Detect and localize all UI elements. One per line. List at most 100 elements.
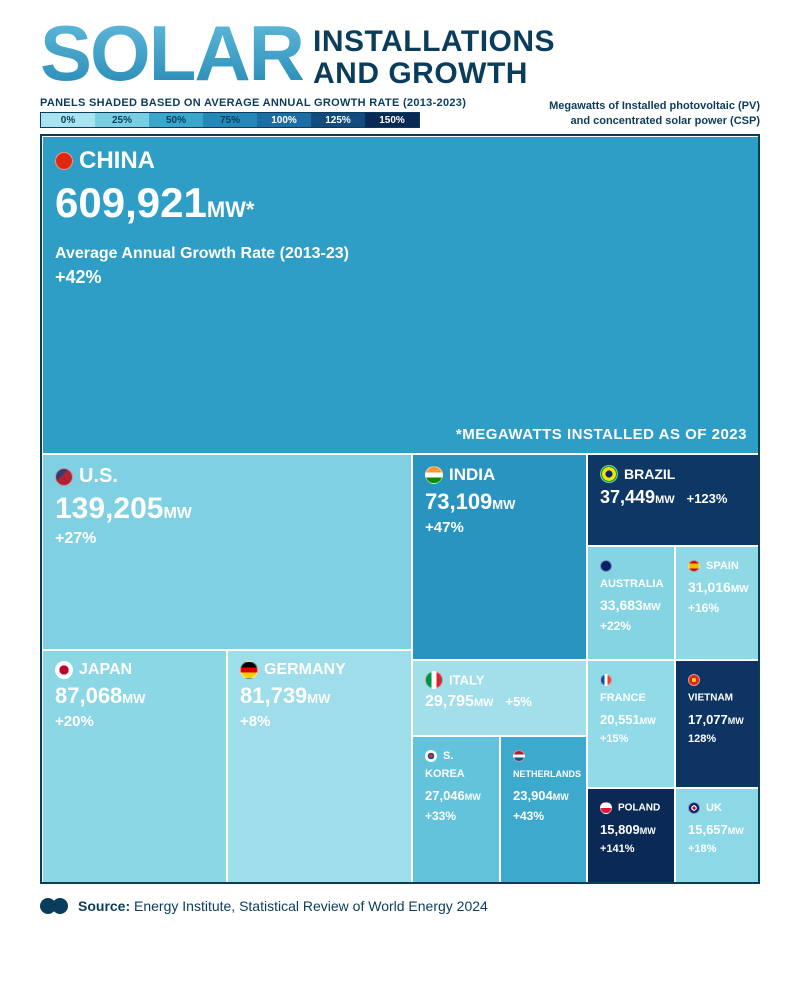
- panel-name-row: AUSTRALIA: [600, 557, 662, 593]
- panel-unit: MW: [474, 697, 494, 709]
- legend-seg-4: 100%: [257, 113, 311, 127]
- legend-seg-5: 125%: [311, 113, 365, 127]
- france-flag-icon: [600, 674, 612, 686]
- legend-seg-1: 25%: [95, 113, 149, 127]
- title-main: SOLAR: [40, 20, 303, 86]
- panel-value-row: 15,809MW: [600, 821, 662, 839]
- poland-flag-icon: [600, 802, 612, 814]
- germany-flag-icon: [240, 661, 258, 679]
- panel-name: AUSTRALIA: [600, 578, 664, 590]
- panel-growth-label: Average Annual Growth Rate (2013-23): [55, 245, 749, 263]
- panel-india: INDIA73,109MW+47%: [412, 454, 587, 660]
- panel-growth: +15%: [600, 733, 662, 745]
- panel-unit: MW: [728, 826, 744, 836]
- legend-bar: 0%25%50%75%100%125%150%: [40, 112, 420, 128]
- panel-value: 81,739: [240, 683, 307, 708]
- panel-value-row: 27,046MW: [425, 787, 487, 805]
- skorea-flag-icon: [425, 750, 437, 762]
- panel-germany: GERMANY 81,739MW +8%: [227, 650, 412, 884]
- treemap: CHINA 609,921MW* Average Annual Growth Rat…: [40, 134, 760, 884]
- vietnam-flag-icon: [688, 674, 700, 686]
- legend-label: PANELS SHADED BASED ON AVERAGE ANNUAL GR…: [40, 97, 466, 109]
- panel-name-row: S. KOREA: [425, 747, 487, 783]
- panel-value: 33,683: [600, 597, 643, 613]
- panel-value: 29,795: [425, 693, 474, 710]
- panel-us: U.S. 139,205MW +27%: [42, 454, 412, 650]
- panel-spain: SPAIN 31,016MW +16%: [675, 546, 760, 660]
- panel-unit: MW: [122, 691, 145, 706]
- legend-right-line2: and concentrated solar power (CSP): [549, 114, 760, 128]
- panel-name-row: BRAZIL: [600, 465, 749, 483]
- panel-value: 87,068: [55, 683, 122, 708]
- panel-value: 609,921: [55, 179, 207, 226]
- panel-unit: MW*: [207, 197, 255, 222]
- panel-name-row: JAPAN: [55, 661, 214, 679]
- panel-name: CHINA: [79, 147, 155, 174]
- panel-growth: +8%: [240, 713, 399, 730]
- legend-right: Megawatts of Installed photovoltaic (PV)…: [549, 99, 760, 128]
- australia-flag-icon: [600, 560, 612, 572]
- panel-growth: +42%: [55, 267, 749, 288]
- panel-name-row: FRANCE: [600, 671, 662, 707]
- panel-name-row: INDIA: [425, 465, 574, 485]
- us-flag-icon: [55, 468, 73, 486]
- japan-flag-icon: [55, 661, 73, 679]
- panel-value-row: 29,795MW+5%: [425, 693, 574, 711]
- panel-unit: MW: [655, 494, 675, 506]
- panel-unit: MW: [731, 584, 749, 595]
- panel-name: INDIA: [449, 465, 495, 484]
- panel-value: 37,449: [600, 487, 655, 507]
- panel-unit: MW: [640, 716, 656, 726]
- panel-growth: +20%: [55, 713, 214, 730]
- panel-name-row: U.S.: [55, 465, 399, 488]
- panel-unit: MW: [163, 505, 191, 522]
- panel-value: 73,109: [425, 489, 492, 514]
- asterisk-note: *MEGAWATTS INSTALLED AS OF 2023: [456, 426, 747, 443]
- panel-name-row: POLAND: [600, 799, 662, 817]
- panel-skorea: S. KOREA 27,046MW +33%: [412, 736, 500, 884]
- panel-china: CHINA 609,921MW* Average Annual Growth Rat…: [42, 136, 760, 454]
- panel-name: FRANCE: [600, 692, 646, 704]
- panel-unit: MW: [307, 691, 330, 706]
- source-label: Source:: [78, 898, 130, 914]
- panel-value-row: 139,205MW: [55, 492, 399, 526]
- panel-name: U.S.: [79, 465, 118, 487]
- legend-seg-2: 50%: [149, 113, 203, 127]
- panel-netherlands: NETHERLANDS23,904MW+43%: [500, 736, 587, 884]
- panel-name-row: GERMANY: [240, 661, 399, 679]
- source-row: Source: Energy Institute, Statistical Re…: [40, 896, 760, 916]
- panel-growth: +141%: [600, 843, 662, 855]
- panel-value-row: 81,739MW: [240, 683, 399, 709]
- panel-name-row: CHINA: [55, 147, 749, 175]
- panel-unit: MW: [553, 792, 569, 802]
- title-sub-line1: INSTALLATIONS: [313, 26, 555, 58]
- legend-seg-0: 0%: [41, 113, 95, 127]
- source-value: Energy Institute, Statistical Review of …: [134, 898, 488, 914]
- panel-unit: MW: [640, 826, 656, 836]
- panel-value-row: 20,551MW: [600, 711, 662, 729]
- panel-value-row: 17,077MW: [688, 711, 749, 729]
- panel-australia: AUSTRALIA33,683MW+22%: [587, 546, 675, 660]
- panel-value-row: 31,016MW: [688, 579, 749, 597]
- panel-growth: +47%: [425, 519, 574, 536]
- india-flag-icon: [425, 466, 443, 484]
- panel-value: 31,016: [688, 579, 731, 595]
- panel-value-row: 609,921MW*: [55, 179, 749, 227]
- panel-unit: MW: [728, 716, 744, 726]
- spain-flag-icon: [688, 560, 700, 572]
- panel-name: SPAIN: [706, 560, 739, 572]
- source-text: Source: Energy Institute, Statistical Re…: [78, 898, 488, 914]
- panel-growth: +27%: [55, 530, 399, 548]
- panel-name-row: VIETNAM: [688, 671, 749, 707]
- panel-growth: +33%: [425, 809, 487, 823]
- panel-value-row: 37,449MW+123%: [600, 487, 749, 508]
- panel-name-row: NETHERLANDS: [513, 747, 574, 783]
- panel-growth: +16%: [688, 601, 749, 615]
- header: SOLAR INSTALLATIONS AND GROWTH: [40, 20, 760, 89]
- panel-name: NETHERLANDS: [513, 769, 581, 779]
- legend-right-line1: Megawatts of Installed photovoltaic (PV): [549, 99, 760, 113]
- panel-growth: +18%: [688, 843, 749, 855]
- panel-value: 15,809: [600, 822, 640, 837]
- panel-value-row: 23,904MW: [513, 787, 574, 805]
- panel-value-row: 87,068MW: [55, 683, 214, 709]
